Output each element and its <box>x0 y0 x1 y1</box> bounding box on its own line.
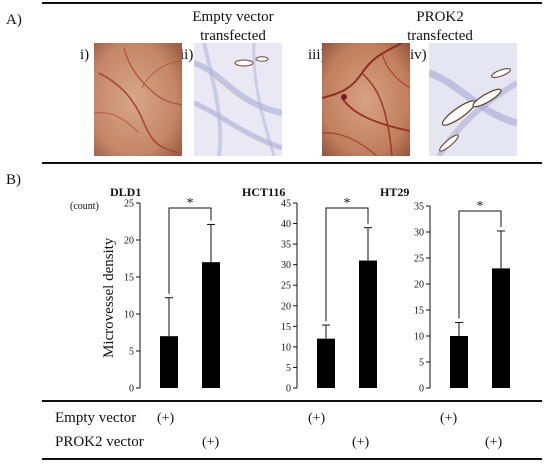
middle-rule <box>42 162 542 164</box>
panel-iii-label: iii) <box>308 47 326 63</box>
photo-iii-cam-tissue <box>322 43 410 156</box>
hct116-y-tick-label: 25 <box>281 281 291 292</box>
plus-dld1-empty: (+) <box>157 411 175 426</box>
ht29-bar-prok2 <box>492 268 510 388</box>
hct116-significance-star: * <box>344 196 351 211</box>
photo-i-cam-tissue <box>94 43 182 156</box>
hct116-y-tick-label: 0 <box>286 384 291 395</box>
hct116-y-tick-label: 45 <box>281 199 291 210</box>
plus-hct116-prok2: (+) <box>352 435 370 450</box>
dld1-bar-prok2 <box>202 262 220 388</box>
count-unit-label: (count) <box>70 201 99 212</box>
hct116-y-tick-label: 20 <box>281 301 291 312</box>
photo-ii-stained-section <box>194 43 282 156</box>
dld1-y-tick-label: 5 <box>129 347 134 358</box>
hct116-y-tick-label: 5 <box>286 363 291 374</box>
hct116-y-tick-label: 35 <box>281 240 291 251</box>
panel-ii-label: ii) <box>180 47 194 63</box>
ht29-y-tick-label: 20 <box>414 280 424 291</box>
ht29-significance-bracket <box>458 210 502 319</box>
dld1-significance-star: * <box>187 196 194 211</box>
dld1-y-tick-label: 15 <box>124 273 134 284</box>
panel-iv-label: iv) <box>410 47 427 63</box>
ht29-significance-star: * <box>477 199 484 214</box>
photo-iv-stained-section <box>429 43 517 156</box>
ht29-y-tick-label: 10 <box>414 332 424 343</box>
plus-hct116-empty: (+) <box>308 411 326 426</box>
panel-b-label: B) <box>6 172 21 188</box>
hct116-y-tick-label: 30 <box>281 260 291 271</box>
empty-vector-title-line2: transfected <box>200 28 266 44</box>
top-rule <box>42 2 542 4</box>
row-label-empty-vector: Empty vector <box>55 410 137 426</box>
ht29-y-tick-label: 5 <box>419 358 424 369</box>
plus-ht29-prok2: (+) <box>485 435 503 450</box>
ht29-y-tick-label: 30 <box>414 228 424 239</box>
ht29-chart-title: HT29 <box>380 185 409 199</box>
hct116-significance-bracket <box>325 207 369 322</box>
dld1-y-tick-label: 0 <box>129 384 134 395</box>
bottom-rule-2 <box>42 458 542 460</box>
ht29-y-tick-label: 0 <box>419 384 424 395</box>
empty-vector-title: Empty vector transfected <box>158 8 308 46</box>
panel-a-label: A) <box>6 12 22 28</box>
hct116-chart-title: HCT116 <box>242 185 285 199</box>
bottom-rule-1 <box>42 400 542 402</box>
plus-ht29-empty: (+) <box>440 411 458 426</box>
hct116-bar-empty <box>317 338 335 388</box>
ht29-y-tick-label: 25 <box>414 254 424 265</box>
hct116-y-tick-label: 10 <box>281 342 291 353</box>
ht29-bar-empty <box>450 336 468 388</box>
dld1-significance-bracket <box>168 207 212 294</box>
hct116-y-tick-label: 40 <box>281 219 291 230</box>
dld1-chart-title: DLD1 <box>110 185 141 199</box>
dld1-bar-empty <box>160 336 178 388</box>
dld1-y-tick-label: 20 <box>124 236 134 247</box>
dld1-y-tick-label: 25 <box>124 199 134 210</box>
panel-i-label: i) <box>80 47 90 63</box>
prok2-title-line1: PROK2 <box>416 9 464 25</box>
ht29-y-tick-label: 35 <box>414 202 424 213</box>
plus-dld1-prok2: (+) <box>202 435 220 450</box>
prok2-title-line2: transfected <box>407 28 473 44</box>
dld1-y-tick-label: 10 <box>124 310 134 321</box>
hct116-bar-prok2 <box>359 260 377 388</box>
row-label-prok2-vector: PROK2 vector <box>55 434 144 450</box>
ht29-y-tick-label: 15 <box>414 306 424 317</box>
hct116-y-tick-label: 15 <box>281 322 291 333</box>
prok2-title: PROK2 transfected <box>370 8 510 46</box>
empty-vector-title-line1: Empty vector <box>192 9 274 25</box>
